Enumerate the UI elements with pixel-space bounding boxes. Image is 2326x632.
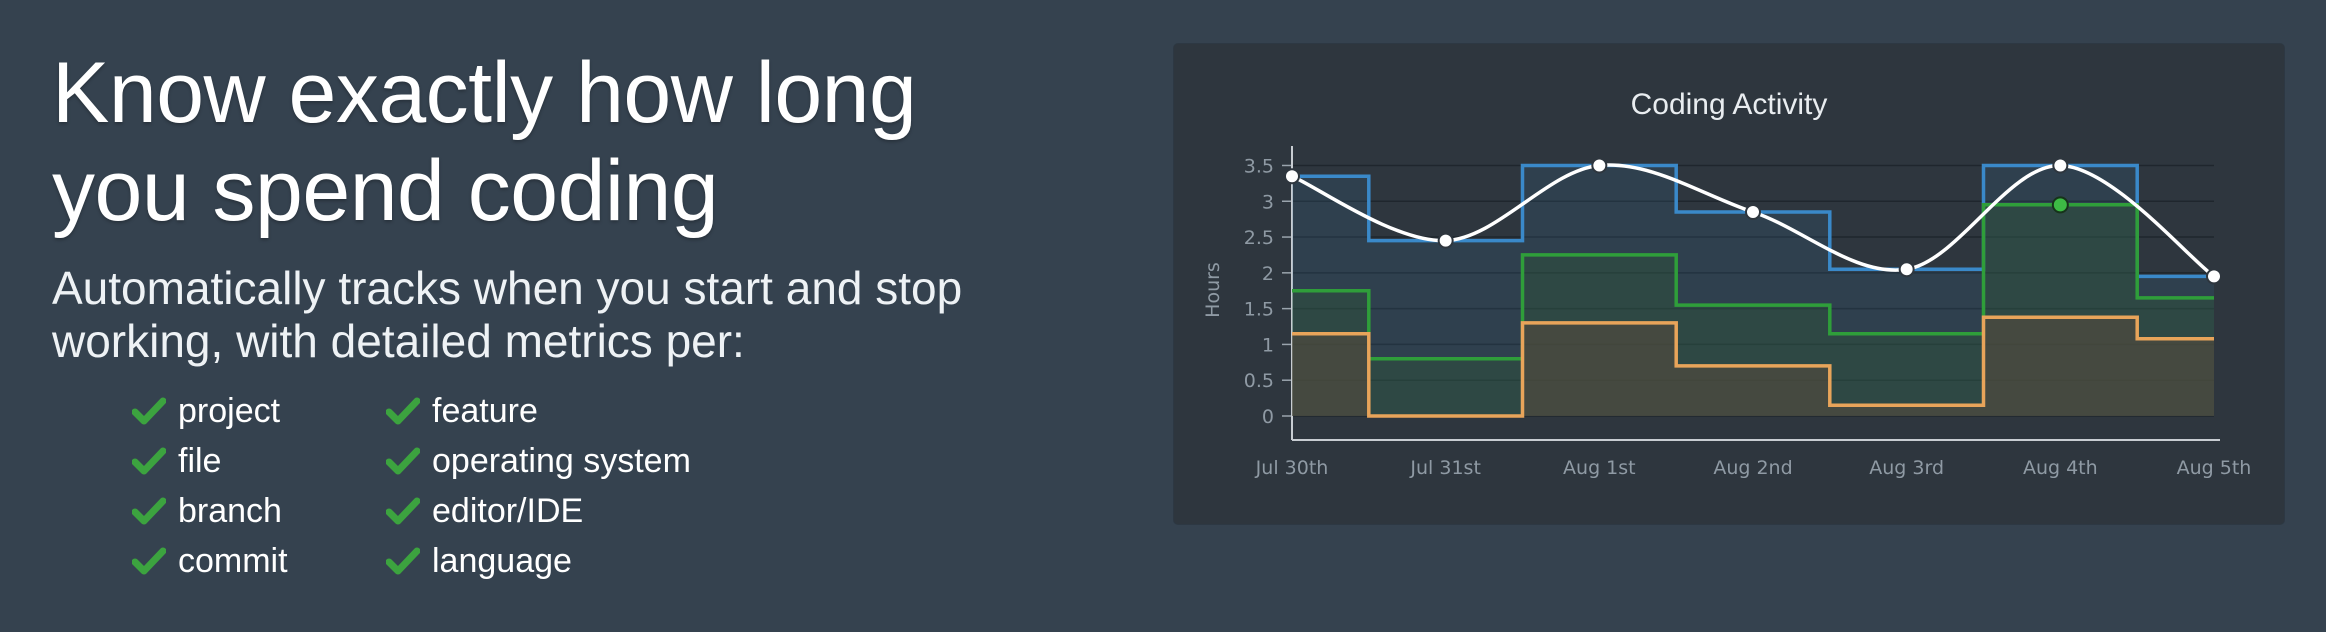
checkmark-icon <box>386 447 420 475</box>
data-point <box>1591 157 1608 174</box>
x-tick-label: Aug 4th <box>2023 457 2098 479</box>
data-point <box>1284 168 1300 185</box>
chart-panel: Coding Activity 0 0.5 1 1.5 2 2.5 3 3.5 Hours Jul… <box>1174 44 2284 524</box>
x-tick-label: Jul 30th <box>1255 457 1329 479</box>
feature-item-branch: branch <box>132 486 386 536</box>
y-tick-label: 3 <box>1262 191 1274 213</box>
y-axis-label: Hours <box>1202 262 1224 318</box>
feature-label: project <box>178 391 281 430</box>
coding-activity-chart: 0 0.5 1 1.5 2 2.5 3 3.5 Hours Jul 30th Jul 31st Aug… <box>1202 146 2252 479</box>
data-point <box>2206 268 2222 285</box>
hero-subtitle: Automatically tracks when you start and … <box>52 262 1052 368</box>
feature-label: language <box>432 541 572 580</box>
hero-subtitle-line2: working, with detailed metrics per: <box>52 315 745 367</box>
checkmark-icon <box>132 547 166 575</box>
y-tick-label: 0.5 <box>1244 370 1274 392</box>
y-tick-label: 3.5 <box>1244 155 1274 177</box>
y-tick-label: 1.5 <box>1244 299 1274 321</box>
x-tick-label: Aug 5th <box>2177 457 2252 479</box>
x-tick-label: Aug 2nd <box>1713 457 1792 479</box>
checkmark-icon <box>386 497 420 525</box>
checkmark-icon <box>386 397 420 425</box>
series-step-line <box>1292 203 2214 361</box>
hero-title: Know exactly how long you spend coding <box>52 44 1092 240</box>
y-tick-label: 1 <box>1262 334 1274 356</box>
checkmark-icon <box>132 447 166 475</box>
checkmark-icon <box>132 397 166 425</box>
data-point <box>1898 261 1915 278</box>
x-tick-label: Aug 3rd <box>1869 457 1944 479</box>
feature-item-commit: commit <box>132 536 386 586</box>
feature-item-file: file <box>132 436 386 486</box>
feature-item-feature: feature <box>386 386 726 436</box>
feature-item-operating-system: operating system <box>386 436 726 486</box>
feature-label: file <box>178 441 222 480</box>
data-point <box>1437 232 1454 249</box>
feature-label: branch <box>178 491 282 530</box>
x-tick-label: Jul 31st <box>1409 457 1481 479</box>
feature-item-editor: editor/IDE <box>386 486 726 536</box>
y-tick-label: 0 <box>1262 406 1274 428</box>
feature-item-project: project <box>132 386 386 436</box>
feature-label: operating system <box>432 441 691 480</box>
data-point <box>1745 204 1761 220</box>
hero-title-line2: you spend coding <box>52 143 719 239</box>
series-step-line <box>1292 315 2214 418</box>
feature-label: commit <box>178 541 288 580</box>
feature-label: feature <box>432 391 538 430</box>
chart-title: Coding Activity <box>1630 88 1828 121</box>
y-tick-label: 2.5 <box>1244 227 1274 249</box>
highlight-point <box>2051 196 2069 214</box>
hero-title-line1: Know exactly how long <box>52 45 917 141</box>
checkmark-icon <box>386 547 420 575</box>
y-tick-label: 2 <box>1262 263 1274 285</box>
x-tick-label: Aug 1st <box>1563 457 1636 479</box>
feature-label: editor/IDE <box>432 491 584 530</box>
checkmark-icon <box>132 497 166 525</box>
data-point <box>2052 157 2069 174</box>
feature-item-language: language <box>386 536 726 586</box>
hero-subtitle-line1: Automatically tracks when you start and … <box>52 262 963 314</box>
feature-list: project file branch commit feature opera… <box>132 386 726 586</box>
